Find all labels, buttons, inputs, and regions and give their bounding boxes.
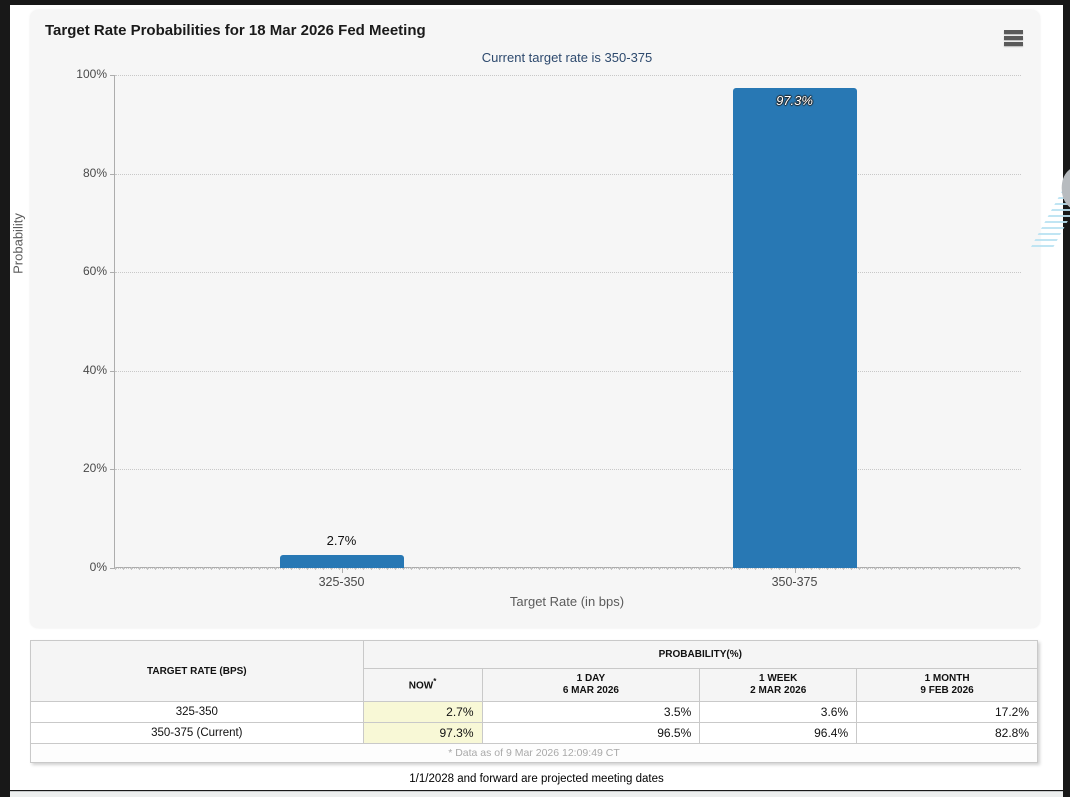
y-gridline xyxy=(115,469,1021,471)
current-rate-subtitle: Current target rate is 350-375 xyxy=(481,50,653,65)
hamburger-menu-icon[interactable] xyxy=(1002,30,1024,48)
month-value-cell: 82.8% xyxy=(856,722,1038,744)
probability-chart-panel: Target Rate Probabilities for 18 Mar 202… xyxy=(11,10,1070,628)
y-tick-label: 100% xyxy=(76,67,107,81)
rate-cell: 325-350 xyxy=(30,701,364,723)
target-rate-header: TARGET RATE (BPS) xyxy=(30,640,364,702)
probability-group-header: PROBABILITY(%) xyxy=(362,640,1039,669)
y-tick-mark xyxy=(110,75,115,76)
y-gridline xyxy=(115,272,1021,274)
table-header-row-2: NOW* 1 DAY 6 MAR 2026 1 WEEK 2 MAR 2026 … xyxy=(31,668,1038,702)
y-gridline xyxy=(115,370,1021,372)
fedwatch-page: Target Rate Probabilities for 18 Mar 202… xyxy=(10,5,1070,797)
y-gridline xyxy=(115,173,1021,175)
watermark-q-logo: Q xyxy=(1059,155,1070,221)
now-label: NOW xyxy=(408,680,434,692)
bar-value-label: 2.7% xyxy=(326,532,357,548)
watermark-stripes xyxy=(1031,143,1070,247)
y-axis-title: Probability xyxy=(10,213,26,274)
now-asterisk: * xyxy=(433,677,437,687)
table-row-325-350: 325-350 2.7% 3.5% 3.6% 17.2% xyxy=(30,701,1038,723)
x-tick-mark xyxy=(341,568,343,573)
y-tick-mark xyxy=(110,568,115,569)
day-value-cell: 96.5% xyxy=(481,722,701,744)
table-footnote-row: * Data as of 9 Mar 2026 12:09:49 CT xyxy=(30,743,1038,763)
now-value-cell: 97.3% xyxy=(362,722,483,744)
month-value-cell: 17.2% xyxy=(856,701,1038,723)
x-tick-label: 325-350 xyxy=(318,575,365,589)
period-label: 1 DAY xyxy=(576,672,606,684)
probability-table: TARGET RATE (BPS) PROBABILITY(%) NOW* 1 … xyxy=(30,640,1039,763)
y-gridline xyxy=(115,75,1021,76)
day-value-cell: 3.5% xyxy=(481,701,701,723)
y-tick-label: 80% xyxy=(82,165,107,180)
probability-bar xyxy=(732,88,857,568)
y-tick-mark xyxy=(110,272,115,274)
menu-bar xyxy=(1003,30,1023,34)
probability-bar xyxy=(279,554,404,568)
data-as-of-note: * Data as of 9 Mar 2026 12:09:49 CT xyxy=(30,743,1038,763)
y-tick-label: 40% xyxy=(82,362,107,377)
quikstrike-watermark: Q xyxy=(1023,137,1070,257)
x-axis-title: Target Rate (in bps) xyxy=(509,594,625,609)
y-tick-label: 60% xyxy=(82,264,107,279)
bar-value-label: 97.3% xyxy=(776,93,813,109)
period-label: 1 MONTH xyxy=(924,672,970,684)
week-value-cell: 96.4% xyxy=(699,722,858,744)
y-tick-label: 20% xyxy=(82,461,107,476)
x-tick-mark xyxy=(794,568,796,573)
projected-dates-note: 1/1/2028 and forward are projected meeti… xyxy=(409,773,664,785)
week-value-cell: 3.6% xyxy=(699,701,858,723)
period-date: 9 FEB 2026 xyxy=(920,685,974,696)
now-value-cell: 2.7% xyxy=(362,701,483,723)
col-header-now: NOW* xyxy=(362,668,483,702)
bar-chart-plot-area: Q 0% 20% 40% 60% 80% 100% 2.7% 325-350 97.3% 350-… xyxy=(76,67,1070,589)
rate-cell: 350-375 (Current) xyxy=(30,722,364,744)
col-header-1week: 1 WEEK 2 MAR 2026 xyxy=(699,668,858,702)
y-tick-mark xyxy=(110,173,115,175)
menu-bar xyxy=(1003,42,1023,46)
y-tick-mark xyxy=(110,370,115,372)
col-header-1month: 1 MONTH 9 FEB 2026 xyxy=(856,668,1038,702)
period-date: 2 MAR 2026 xyxy=(750,685,807,696)
y-gridline xyxy=(115,568,1021,569)
period-label: 1 WEEK xyxy=(759,672,798,684)
period-date: 6 MAR 2026 xyxy=(562,685,619,696)
page-title: Target Rate Probabilities for 18 Mar 202… xyxy=(45,22,426,39)
next-panel-edge xyxy=(10,791,1063,797)
table-row-350-375: 350-375 (Current) 97.3% 96.5% 96.4% 82.8… xyxy=(30,722,1038,744)
x-tick-label: 350-375 xyxy=(771,575,818,589)
y-tick-mark xyxy=(110,469,115,471)
menu-bar xyxy=(1003,36,1023,40)
table-header-row-1: TARGET RATE (BPS) PROBABILITY(%) xyxy=(30,640,1039,702)
y-tick-label: 0% xyxy=(89,560,107,574)
col-header-1day: 1 DAY 6 MAR 2026 xyxy=(481,668,701,702)
